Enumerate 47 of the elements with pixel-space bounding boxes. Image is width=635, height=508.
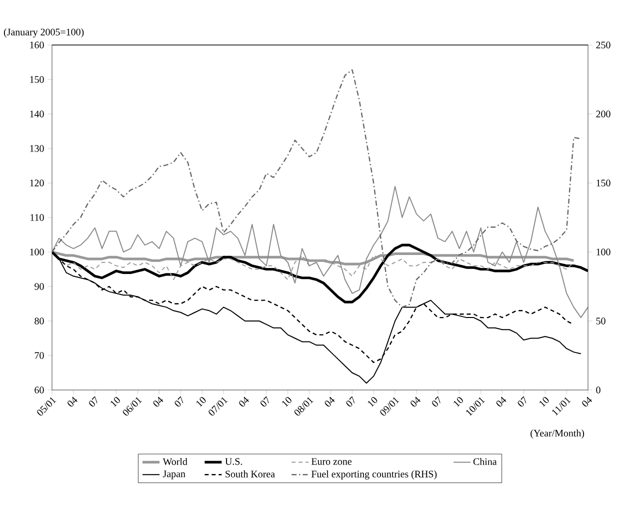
line-series	[52, 69, 582, 308]
legend-label: South Korea	[226, 470, 275, 478]
legend-label: U.S.	[225, 458, 242, 465]
x-tick-label: 10	[110, 397, 120, 408]
y2-tick-label: 250	[596, 42, 610, 48]
x-tick-label: 07	[89, 396, 98, 407]
x-tick-label: 07	[260, 396, 269, 407]
y-tick-label: 60	[34, 386, 44, 394]
y-tick-label: 110	[30, 214, 44, 221]
x-tick-label: 10	[282, 397, 292, 408]
x-tick-label: 04	[496, 396, 506, 407]
legend-label: Japan	[162, 470, 186, 480]
y2-tick-label: 200	[596, 110, 610, 118]
x-tick-label: 07	[174, 396, 184, 407]
y-tick-label: 160	[30, 42, 44, 48]
x-tick-label: 04	[410, 396, 420, 407]
y-tick-label: 150	[30, 76, 44, 83]
x-tick-label: 10	[196, 397, 206, 408]
y-tick-label: 90	[34, 283, 44, 290]
y-tick-label: 130	[30, 145, 44, 152]
legend-label: China	[473, 458, 497, 466]
x-tick-label: 04	[582, 396, 592, 407]
y2-tick-label: 50	[596, 318, 606, 324]
line-series	[52, 186, 588, 318]
x-tick-label: 04	[153, 396, 164, 407]
y-tick-label: 100	[30, 248, 44, 256]
y-tick-label: 80	[34, 318, 44, 324]
x-tick-label: 04	[68, 396, 78, 407]
y-axis-title: (January 2005=100)	[4, 28, 84, 38]
x-axis-title: (Year/Month)	[530, 430, 584, 439]
y2-tick-label: 150	[596, 180, 610, 186]
x-tick-label: 07	[346, 396, 355, 407]
y-tick-label: 70	[34, 352, 44, 359]
y2-tick-label: 100	[596, 248, 610, 256]
x-tick-label: 07	[518, 396, 526, 407]
x-tick-label: 10	[454, 397, 463, 408]
x-tick-label: 04	[239, 396, 249, 407]
legend-label: Euro zone	[311, 458, 352, 465]
x-tick-label: 10	[368, 397, 378, 408]
y2-tick-label: 0	[596, 386, 600, 394]
legend-label: Fuel exporting countries (RHS)	[311, 470, 437, 480]
y-tick-label: 120	[30, 180, 44, 186]
legend-label: World	[162, 458, 188, 466]
y-tick-label: 140	[30, 110, 44, 118]
x-tick-label: 10	[540, 397, 549, 408]
x-tick-label: 04	[324, 396, 335, 407]
x-tick-label: 07	[432, 396, 440, 407]
